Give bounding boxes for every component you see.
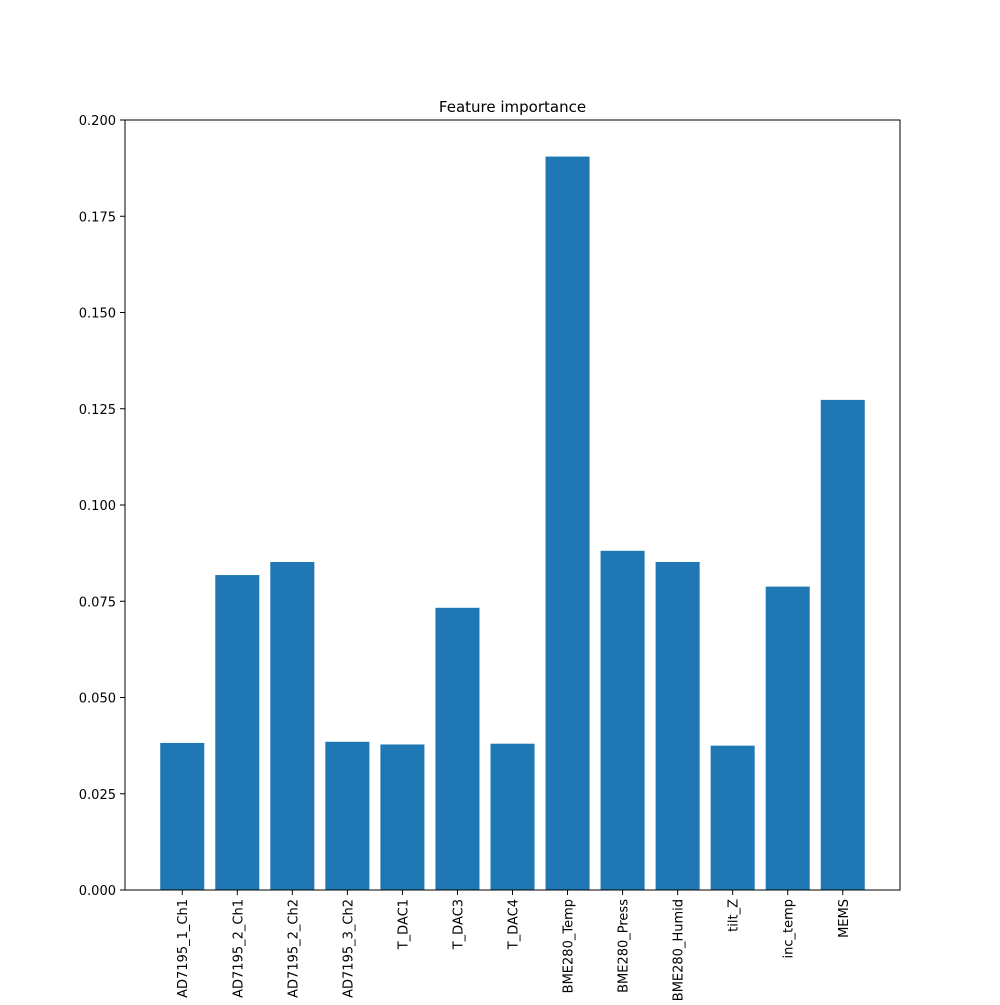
x-tick-label: T_DAC4 [507, 899, 522, 950]
plot-frame [124, 119, 901, 891]
y-tick-label: 0.050 [79, 692, 116, 707]
y-tick-label: 0.150 [79, 307, 116, 322]
x-tick-label: AD7195_1_Ch1 [176, 899, 191, 998]
bar-T_DAC4 [490, 743, 535, 890]
x-tick-label: AD7195_2_Ch2 [286, 899, 301, 998]
bar-BME280_Temp [545, 156, 590, 890]
x-tick-label: MEMS [837, 899, 852, 938]
y-axis: 0.000 0.025 0.050 0.075 0.100 0.125 0.150 0.175… [79, 114, 125, 899]
y-tick-label: 0.200 [79, 114, 116, 129]
x-tick-label: AD7195_2_Ch1 [231, 899, 246, 998]
bar-T_DAC1 [380, 744, 425, 890]
x-tick-label: BME280_Press [617, 899, 632, 993]
bar-BME280_Press [600, 550, 645, 890]
bar-AD7195_2_Ch2 [270, 561, 315, 890]
y-tick-label: 0.075 [79, 595, 116, 610]
x-tick-label: T_DAC1 [396, 899, 411, 950]
x-tick-label: BME280_Humid [672, 899, 687, 1000]
bar-AD7195_2_Ch1 [215, 575, 260, 890]
y-tick-label: 0.175 [79, 210, 116, 225]
y-tick-label: 0.025 [79, 788, 116, 803]
bar-AD7195_1_Ch1 [160, 742, 205, 890]
y-tick-label: 0.000 [79, 884, 116, 899]
bar-inc_temp [765, 586, 810, 890]
x-tick-label: tilt_Z [727, 899, 742, 932]
x-axis: AD7195_1_Ch1 AD7195_2_Ch1 AD7195_2_Ch2 AD71… [176, 890, 852, 1001]
y-tick-label: 0.125 [79, 403, 116, 418]
x-tick-label: T_DAC3 [451, 899, 466, 950]
x-tick-label: BME280_Temp [562, 899, 577, 993]
bar-group [160, 156, 865, 890]
bar-AD7195_3_Ch2 [325, 741, 370, 890]
y-tick-label: 0.100 [79, 499, 116, 514]
chart-title: Feature importance [439, 98, 586, 116]
bar-MEMS [820, 399, 865, 890]
x-tick-label: inc_temp [782, 899, 797, 959]
bar-BME280_Humid [655, 561, 700, 890]
bar-T_DAC3 [435, 607, 480, 890]
x-tick-label: AD7195_3_Ch2 [341, 899, 356, 998]
bar-tilt_Z [710, 745, 755, 890]
